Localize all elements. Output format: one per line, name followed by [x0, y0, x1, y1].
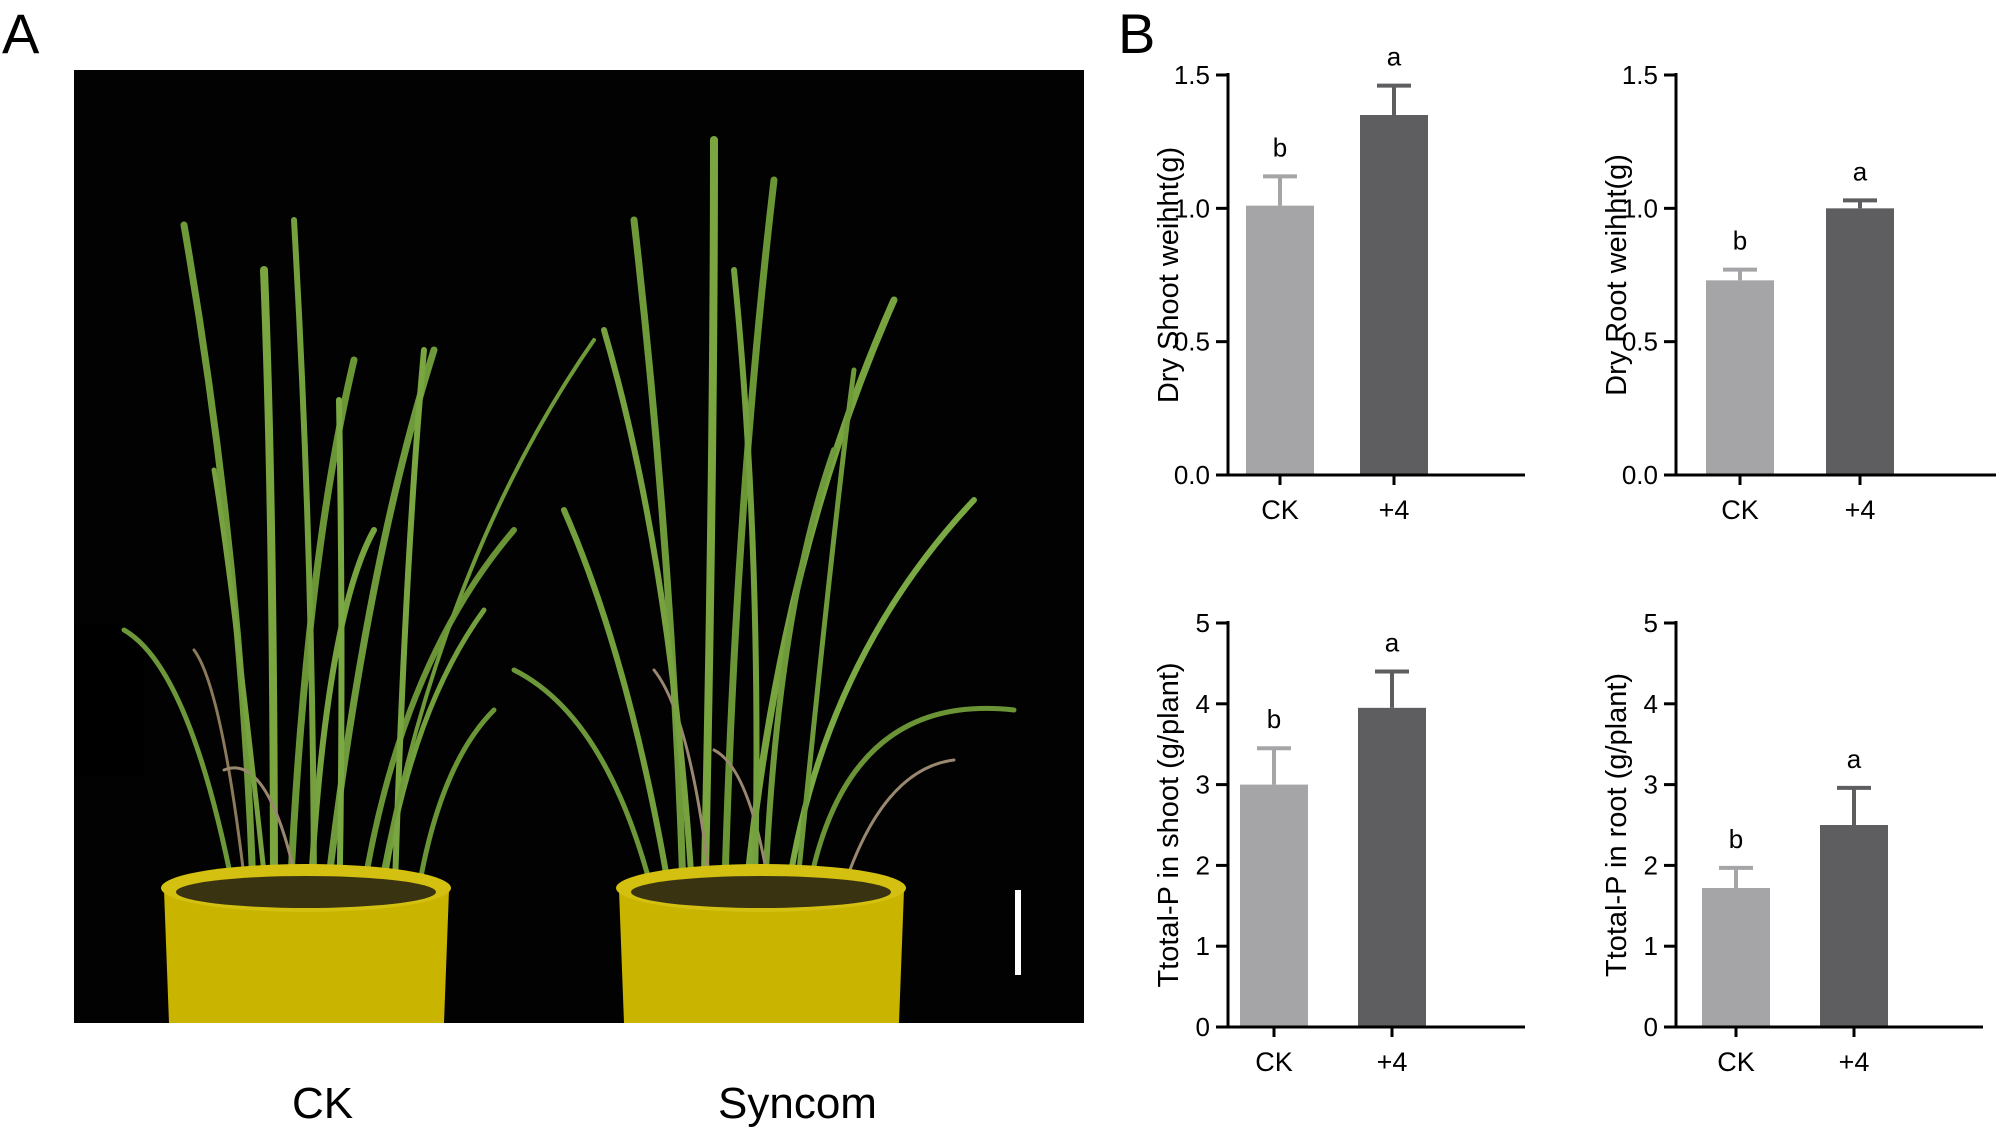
- x-tick-label: CK: [1717, 1047, 1755, 1077]
- panel-b-letter: B: [1118, 2, 1156, 65]
- chart-total-p-shoot: b CK a +4 0 1 2 3 4 5 Ttotal-P in shoot (g/plant): [1153, 608, 1525, 1077]
- x-tick-label: +4: [1379, 495, 1410, 525]
- bar-CK: [1246, 205, 1314, 475]
- y-axis-label: Dry Root weihht(g): [1601, 154, 1633, 396]
- x-tick-label: +4: [1839, 1047, 1870, 1077]
- panel-a-letter: A: [2, 2, 40, 65]
- y-tick-label: 1.0: [1174, 193, 1210, 223]
- y-tick-label: 0.5: [1622, 327, 1658, 357]
- bar-+4: [1826, 208, 1894, 476]
- y-tick-label: 0: [1196, 1012, 1210, 1042]
- significance-label: b: [1267, 704, 1281, 734]
- scale-bar: [1015, 890, 1021, 975]
- y-tick-label: 0.0: [1174, 460, 1210, 490]
- chart-dry-shoot-weight: b CK a +4 0.0 0.5 1.0 1.5 Dry Shoot weihht(g): [1153, 42, 1525, 525]
- bar-CK: [1706, 280, 1774, 475]
- bar-CK: [1702, 888, 1770, 1027]
- chart-total-p-root: b CK a +4 0 1 2 3 4 5 Ttotal-P in root (g/plant): [1601, 608, 1983, 1077]
- y-tick-label: 4: [1644, 689, 1658, 719]
- significance-label: a: [1853, 156, 1868, 186]
- y-tick-label: 5: [1196, 608, 1210, 638]
- caption-syncom: Syncom: [718, 1079, 877, 1128]
- significance-label: a: [1847, 744, 1862, 774]
- y-tick-label: 1.0: [1622, 193, 1658, 223]
- y-tick-label: 1: [1196, 931, 1210, 961]
- y-tick-label: 1: [1644, 931, 1658, 961]
- caption-ck: CK: [292, 1079, 354, 1128]
- pots: [161, 864, 906, 1023]
- x-tick-label: CK: [1261, 495, 1299, 525]
- y-axis-label: Ttotal-P in shoot (g/plant): [1153, 662, 1185, 987]
- y-tick-label: 3: [1196, 770, 1210, 800]
- x-tick-label: +4: [1845, 495, 1876, 525]
- y-tick-label: 2: [1196, 850, 1210, 880]
- x-tick-label: +4: [1377, 1047, 1408, 1077]
- y-tick-label: 0.5: [1174, 327, 1210, 357]
- x-tick-label: CK: [1721, 495, 1759, 525]
- y-tick-label: 1.5: [1174, 60, 1210, 90]
- x-tick-label: CK: [1255, 1047, 1293, 1077]
- y-tick-label: 5: [1644, 608, 1658, 638]
- significance-label: b: [1729, 824, 1743, 854]
- significance-label: a: [1385, 627, 1400, 657]
- y-tick-label: 2: [1644, 850, 1658, 880]
- y-tick-label: 0: [1644, 1012, 1658, 1042]
- y-tick-label: 0.0: [1622, 460, 1658, 490]
- y-axis-label: Ttotal-P in root (g/plant): [1601, 673, 1633, 977]
- bar-+4: [1820, 825, 1888, 1027]
- chart-dry-root-weight: b CK a +4 0.0 0.5 1.0 1.5 Dry Root weihht(g): [1601, 60, 1996, 525]
- significance-label: b: [1273, 132, 1287, 162]
- significance-label: b: [1733, 226, 1747, 256]
- significance-label: a: [1387, 42, 1402, 72]
- y-tick-label: 3: [1644, 770, 1658, 800]
- y-axis-label: Dry Shoot weihht(g): [1153, 147, 1185, 403]
- bar-+4: [1358, 707, 1426, 1027]
- bar-+4: [1360, 115, 1428, 475]
- bar-CK: [1240, 784, 1308, 1027]
- ck-plant-leaves: [121, 217, 596, 924]
- syncom-plant-leaves: [511, 136, 1017, 924]
- y-tick-label: 4: [1196, 689, 1210, 719]
- rice-plants-photo-icon: [74, 70, 1084, 1023]
- y-tick-label: 1.5: [1622, 60, 1658, 90]
